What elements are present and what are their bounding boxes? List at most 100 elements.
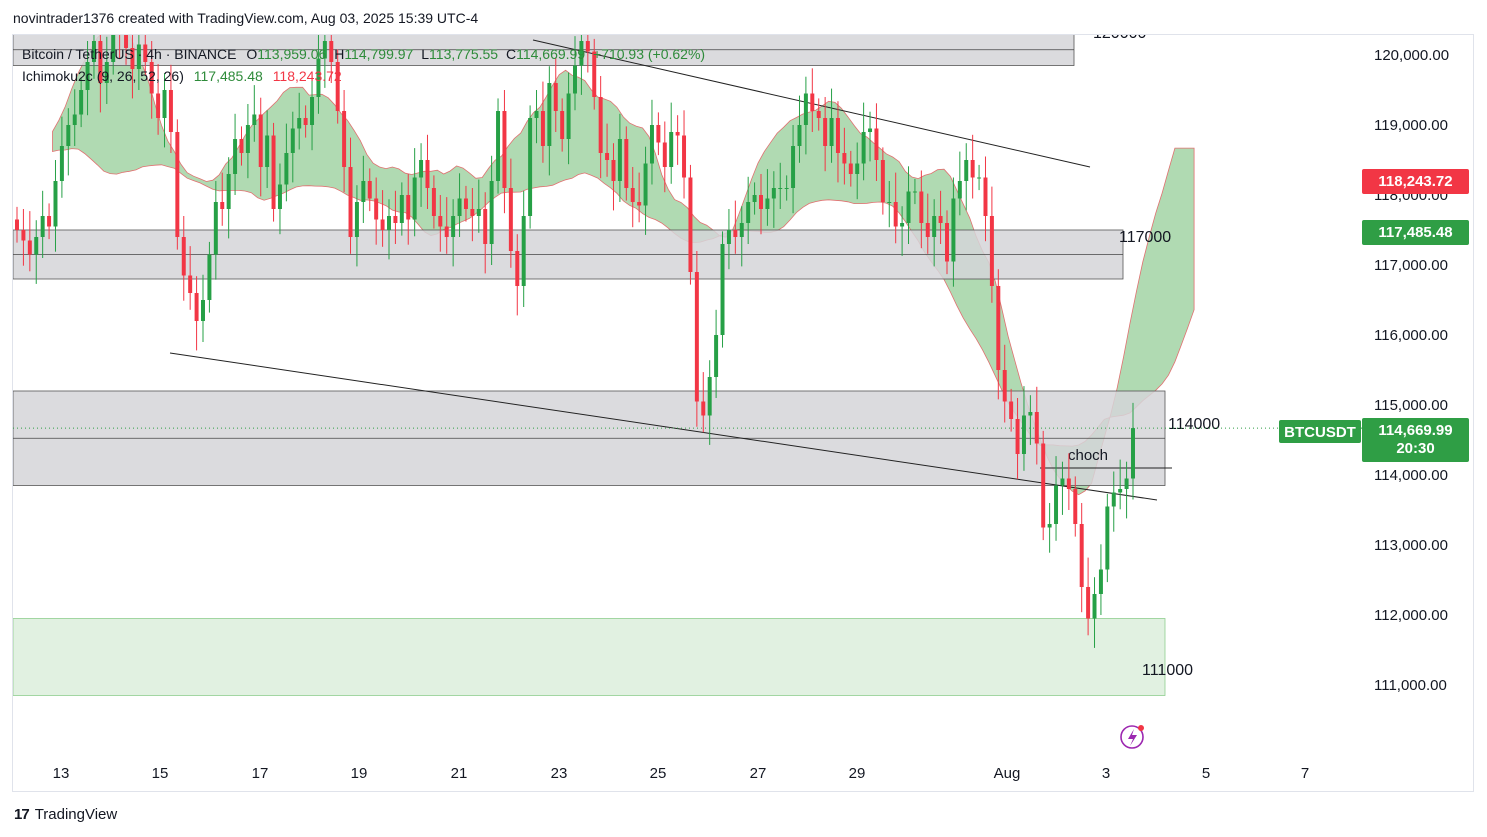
candle-body [540, 111, 545, 146]
legend-change: +710.93 (+0.62%) [593, 46, 706, 62]
legend-high-label: H [334, 46, 345, 62]
candle-body [72, 114, 77, 125]
candle-body [778, 188, 783, 189]
badge-last-price-bg [1362, 418, 1469, 462]
candle-body [932, 216, 937, 237]
zone-111000 [13, 618, 1166, 696]
candle-body [387, 216, 391, 230]
candle-body [970, 160, 975, 178]
x-tick-label: 17 [252, 765, 269, 782]
candle-body [880, 160, 885, 202]
x-tick-label: 23 [551, 765, 568, 782]
badge-last-price-text: 114,669.99 [1378, 422, 1452, 439]
candle-body [925, 223, 930, 237]
candle-body [348, 167, 353, 237]
candle-body [1098, 569, 1103, 594]
candle-body [354, 202, 359, 237]
candle-body [1124, 478, 1129, 489]
candle-body [393, 216, 398, 223]
candle-body [579, 41, 584, 66]
candle-body [1086, 587, 1091, 619]
candle-body [919, 191, 924, 223]
candle-body [945, 223, 949, 262]
flash-bolt-icon [1128, 729, 1137, 746]
candle-body [303, 118, 308, 125]
candle-body [168, 90, 173, 132]
candle-body [759, 195, 763, 209]
candle-body [682, 135, 687, 178]
candle-body [1073, 489, 1078, 524]
choch-label: choch [1068, 447, 1108, 464]
candle-body [701, 401, 706, 416]
candle-body [1066, 478, 1071, 489]
candle-body [136, 44, 141, 69]
x-tick-label: 19 [351, 765, 368, 782]
legend-open-label: O [246, 46, 258, 62]
tradingview-footer[interactable]: 17 TradingView [14, 806, 117, 823]
candle-body [900, 223, 905, 227]
candle-body [1015, 419, 1020, 454]
candle-body [15, 219, 19, 230]
candle-body [553, 83, 558, 111]
candle-body [361, 181, 366, 202]
legend-close-label: C [505, 46, 517, 62]
candle-body [1060, 478, 1065, 486]
candle-body [752, 195, 757, 202]
candle-body [848, 163, 853, 174]
legend-close: 114,669.99 [516, 46, 586, 62]
candle-body [617, 139, 622, 181]
candle-body [714, 335, 719, 377]
candle-body [245, 125, 250, 153]
candle-body [784, 188, 789, 189]
candle-body [957, 181, 962, 199]
candle-body [98, 41, 103, 83]
indicator-name: Ichimoku2c (9, 26, 52, 26) [22, 68, 184, 84]
badge-symbol-bg [1279, 420, 1361, 443]
candle-body [592, 51, 597, 97]
candle-body [637, 202, 642, 206]
candle-body [284, 153, 289, 185]
y-tick-label: 116,000.00 [1374, 327, 1448, 344]
candle-body [829, 118, 834, 146]
candle-body [162, 90, 167, 118]
y-tick-label: 115,000.00 [1374, 397, 1448, 414]
candle-body [271, 135, 276, 209]
indicator-value-1: 117,485.48 [193, 68, 263, 84]
candle-body [1002, 370, 1007, 402]
badge-ichimoku-b-text: 117,485.48 [1378, 224, 1452, 241]
candle-body [912, 191, 917, 193]
candle-body [675, 132, 680, 136]
candle-body [118, 27, 122, 34]
y-tick-label: 117,000.00 [1374, 257, 1448, 274]
y-tick-label: 112,000.00 [1374, 607, 1448, 624]
candle-body [342, 111, 347, 167]
symbol-legend[interactable]: Bitcoin / TetherUS · 4h · BINANCE O113,9… [22, 46, 705, 62]
candle-body [1041, 443, 1046, 528]
x-tick-label: Aug [994, 765, 1021, 782]
candle-body [239, 139, 244, 153]
x-tick-label: 25 [650, 765, 667, 782]
legend-low: 113,775.55 [429, 46, 499, 62]
plot-layer: 120000 117000 114000 111000 choch [13, 27, 1362, 696]
legend-low-label: L [421, 46, 430, 62]
y-tick-label: 113,000.00 [1374, 537, 1448, 554]
candle-body [310, 97, 315, 125]
y-tick-label: 120,000.00 [1374, 47, 1449, 64]
badge-last-price-text: 20:30 [1396, 440, 1434, 457]
candle-body [1054, 485, 1059, 524]
zone-label-111000: 111000 [1142, 662, 1193, 679]
candle-body [1009, 401, 1014, 419]
brand-name: TradingView [34, 806, 118, 823]
candle-body [964, 160, 969, 181]
candle-body [91, 41, 96, 62]
indicator-legend[interactable]: Ichimoku2c (9, 26, 52, 26) 117,485.48 11… [22, 68, 342, 84]
candle-body [803, 93, 808, 125]
indicator-value-2: 118,243.72 [272, 68, 342, 84]
candle-body [47, 216, 52, 227]
badge-ichimoku-a-text: 118,243.72 [1378, 173, 1452, 190]
candle-body [431, 188, 436, 216]
candle-body [1021, 415, 1026, 454]
y-tick-label: 119,000.00 [1374, 117, 1448, 134]
candle-body [380, 219, 385, 230]
